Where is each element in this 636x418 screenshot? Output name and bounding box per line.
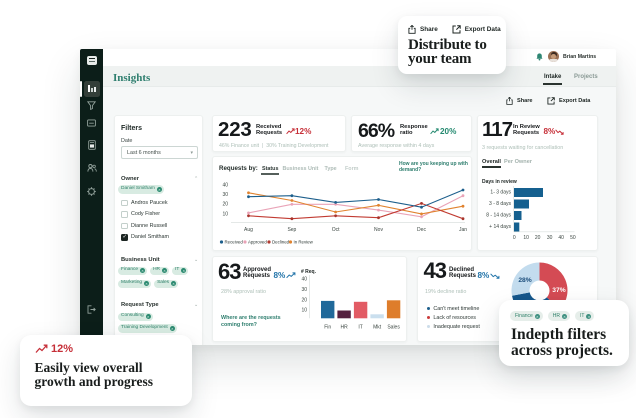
svg-text:30: 30 [301,287,307,293]
svg-text:Dec: Dec [417,227,426,233]
svg-text:20: 20 [535,235,541,241]
svg-text:Jan: Jan [459,227,467,233]
svg-text:# Req.: # Req. [301,269,317,275]
svg-text:40: 40 [301,277,307,283]
svg-text:Oct: Oct [332,227,340,233]
svg-text:10: 10 [301,308,307,314]
svg-text:30: 30 [222,192,228,198]
svg-text:37%: 37% [552,287,565,294]
svg-text:Approved: Approved [248,240,267,245]
svg-text:0: 0 [513,235,516,241]
svg-text:Fin: Fin [324,325,331,331]
svg-text:40: 40 [558,235,564,241]
svg-text:8 - 14 days: 8 - 14 days [486,213,511,219]
svg-text:40: 40 [222,183,228,189]
svg-text:20: 20 [222,202,228,208]
svg-text:3 - 8 days: 3 - 8 days [489,201,511,207]
svg-text:HR: HR [340,325,348,331]
svg-text:50: 50 [570,235,576,241]
svg-text:28%: 28% [518,277,531,284]
svg-text:Nov: Nov [374,227,383,233]
svg-text:30: 30 [547,235,553,241]
svg-text:Received: Received [225,240,244,245]
svg-text:10: 10 [523,235,529,241]
svg-text:Aug: Aug [244,227,253,233]
svg-text:10: 10 [222,211,228,217]
svg-text:Sep: Sep [287,227,296,233]
svg-text:1- 3 days: 1- 3 days [490,190,511,196]
svg-text:20: 20 [301,297,307,303]
svg-text:In Review: In Review [294,240,314,245]
svg-text:IT: IT [358,325,362,331]
svg-text:Sales: Sales [387,325,400,331]
svg-text:Declined: Declined [272,240,290,245]
svg-text:+ 14 days: + 14 days [489,224,511,230]
svg-text:Mkt: Mkt [373,325,382,331]
